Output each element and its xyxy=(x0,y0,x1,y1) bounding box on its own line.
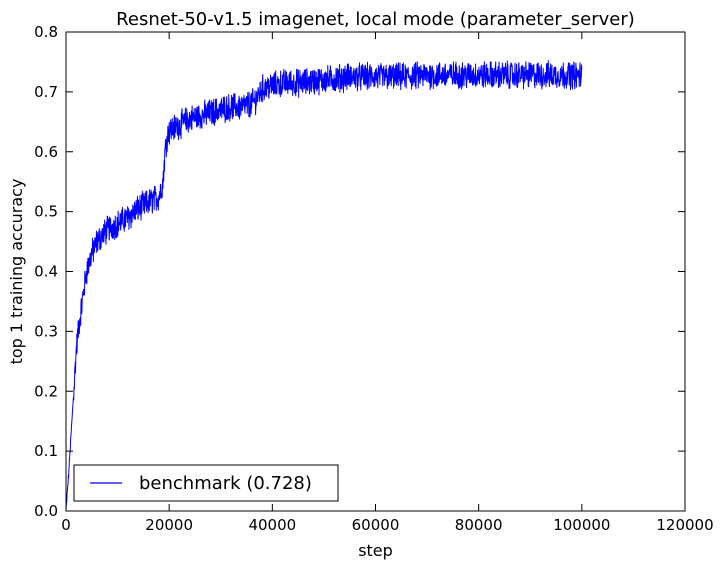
x-tick-label: 0 xyxy=(61,516,71,534)
x-tick-label: 60000 xyxy=(352,516,400,534)
y-tick-label: 0.4 xyxy=(34,263,58,281)
x-tick-label: 100000 xyxy=(553,516,610,534)
x-axis-label: step xyxy=(358,541,393,560)
y-tick-label: 0.6 xyxy=(34,143,58,161)
plot-area: 0 20000 40000 60000 80000 100000 120000 0.0 0.1 0… xyxy=(34,23,713,534)
legend: benchmark (0.728) xyxy=(73,464,339,502)
y-tick-label: 0.8 xyxy=(34,23,58,41)
x-tick-label: 120000 xyxy=(656,516,713,534)
y-tick-label: 0.7 xyxy=(34,83,58,101)
x-tick-label: 40000 xyxy=(248,516,296,534)
x-tick-label: 80000 xyxy=(455,516,503,534)
y-axis-label: top 1 training accuracy xyxy=(7,179,26,365)
y-tick-label: 0.5 xyxy=(34,203,58,221)
y-tick-label: 0.0 xyxy=(34,502,58,520)
chart-title: Resnet-50-v1.5 imagenet, local mode (par… xyxy=(116,9,635,30)
x-tick-label: 20000 xyxy=(145,516,193,534)
y-tick-label: 0.2 xyxy=(34,382,58,400)
y-tick-label: 0.1 xyxy=(34,442,58,460)
series-line-benchmark xyxy=(66,60,583,511)
legend-entry-benchmark: benchmark (0.728) xyxy=(139,473,312,494)
y-tick-label: 0.3 xyxy=(34,322,58,340)
